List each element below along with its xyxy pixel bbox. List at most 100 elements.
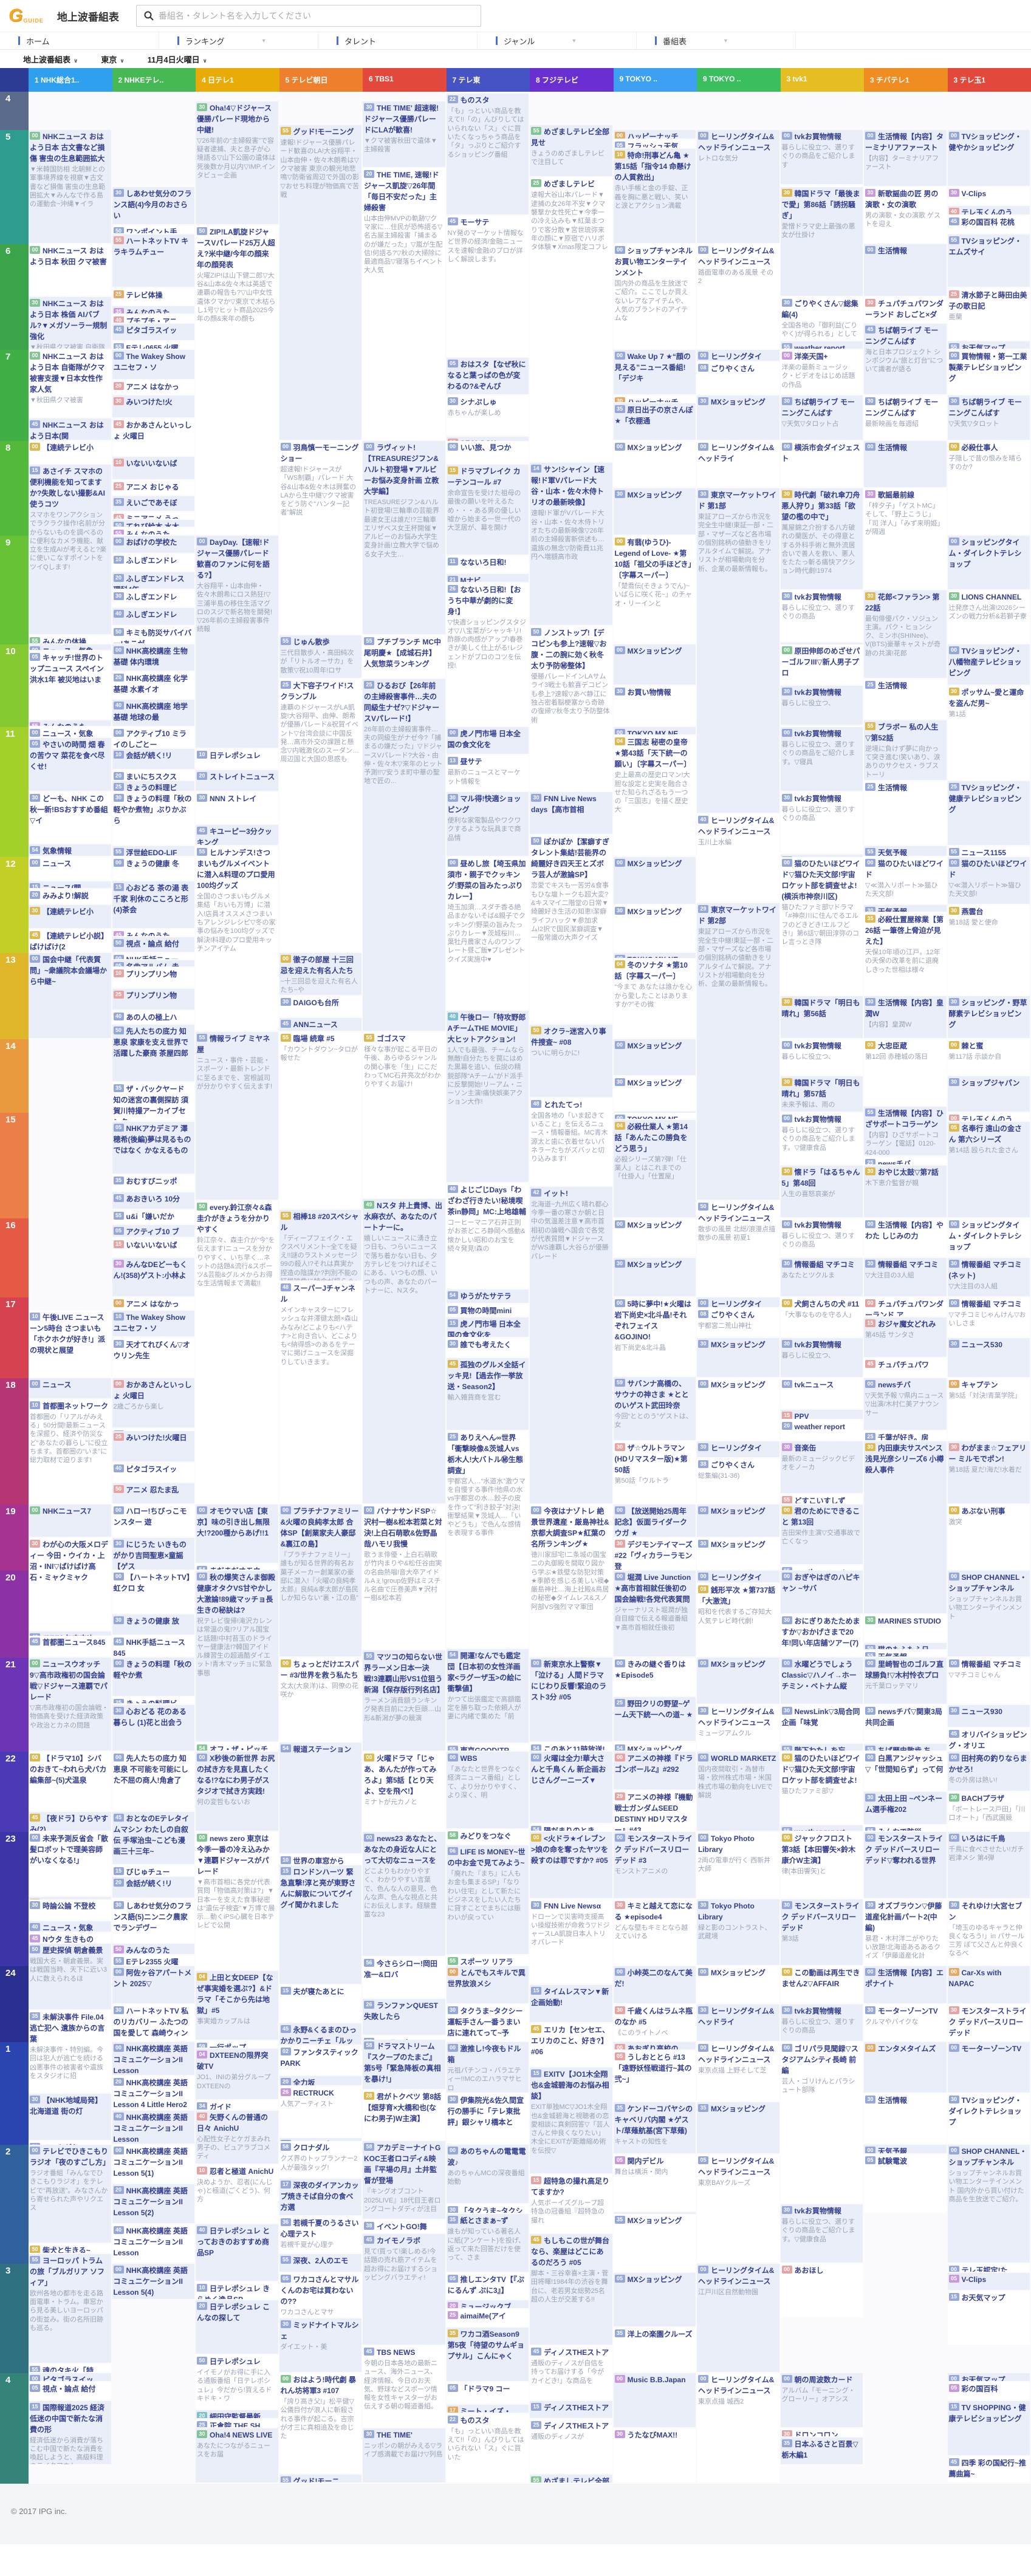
- program-cell[interactable]: 55 陛下わたしを忘: [780, 1744, 863, 1752]
- program-cell[interactable]: 30 ザ☆ウルトラマン(HDリマスター版)★第50話 第50話「ウルトラ: [613, 1441, 696, 1505]
- program-cell[interactable]: 25 ありえへん∞世界「衝撃映像&茨城人vs栃木人!大バトル㊙生態調査」 宇都宮人……: [446, 1430, 529, 1649]
- program-cell[interactable]: 29 東京マーケットワイド 第2部 東証アローズから市況を完全生中継!東証一部・二部…: [697, 903, 779, 1201]
- program-cell[interactable]: 50 ヒーリングタイム&ヘッドラインニュース 散歩の風景 北総/浪漫点描 散歩の風景…: [697, 1201, 779, 1297]
- program-cell[interactable]: 30 BACHプラザ 「ボートレース戸田」「川口オート」「西武園競: [947, 1792, 1030, 1832]
- program-cell[interactable]: 17 ミート・イズ・: [446, 2404, 529, 2414]
- program-cell[interactable]: 30 MARINES STUDIO: [864, 1614, 947, 1644]
- program-cell[interactable]: 30 ニュース930: [947, 1704, 1030, 1729]
- program-cell[interactable]: 00 あぶない刑事 激突: [947, 1505, 1030, 1571]
- program-cell[interactable]: 00 ショッピングタイム・ダイレクトテレショップ: [947, 536, 1030, 590]
- program-cell[interactable]: 00 MXショッピング: [697, 1505, 779, 1538]
- program-cell[interactable]: 30 内田康夫サスペンス 浅見光彦シリーズ6 小樽殺人事件: [864, 1441, 947, 1614]
- program-cell[interactable]: 10 ふしぎエンドレ: [112, 553, 194, 572]
- program-cell[interactable]: 20 ミュージックブ: [446, 2300, 529, 2309]
- channel-header-12[interactable]: 3 テレ玉1: [947, 68, 1031, 92]
- program-cell[interactable]: 00 きょうの料理「秋の軽やか煮: [112, 1658, 194, 1697]
- program-cell[interactable]: 00 Music B.B.Japan: [613, 2373, 696, 2428]
- program-cell[interactable]: 22 ものスタ 「も」っといい商品を教えて!!「の」んびりしてはいられない「ス」ぐに…: [446, 2413, 529, 2484]
- program-cell[interactable]: 00 テレ玉くんのう: [947, 1113, 1030, 1122]
- program-cell[interactable]: 05 アクティブ10 ブ: [112, 1225, 194, 1238]
- program-cell[interactable]: 30 燕雲台 第18話 愛と使命: [947, 905, 1030, 996]
- program-cell[interactable]: 45 エリカ【センセエ、エリカのこと、好き?】#06: [530, 2023, 612, 2068]
- program-cell[interactable]: 15 超特急の撮れ高足りてますか? 人気ボーイズグループ超特急の冠番組『超特急の撮れ: [530, 2175, 612, 2234]
- program-cell[interactable]: 45 ちば朝ライブ モーニングこんぱす 海と日本プロジェクト シンポジウム“旅と灯台…: [864, 323, 947, 395]
- program-cell[interactable]: 30 ドロンコロン: [780, 2428, 863, 2438]
- program-cell[interactable]: 00 <火ドラ★イレブン>娘の命を奪ったヤツを殺すのは罪ですか? #05: [530, 1832, 612, 1899]
- program-cell[interactable]: 00 情報番組 マチコミ ▽マチコミじゃん: [947, 1658, 1030, 1705]
- program-cell[interactable]: 55 みんなで防災~: [864, 1825, 947, 1832]
- program-cell[interactable]: 00 WBS 「あなたと世界をつなぐ経済ニュース番組」として、より分かりやすく、より…: [446, 1752, 529, 1830]
- program-cell[interactable]: 30 キミと越えて恋になる ★episode4 どんな壁もキミとなら越えていける: [613, 1899, 696, 1966]
- program-cell[interactable]: 30 TVショッピング・ダイレクトテレショップ: [947, 2093, 1030, 2145]
- program-cell[interactable]: 00 アニメの神様『ドラゴンボールZ』#292: [613, 1752, 696, 1791]
- program-cell[interactable]: 55 ハートネットTV キラキラムチュー: [112, 234, 194, 289]
- program-cell[interactable]: 55 めざましテレビ全部見せ きょうのめざましテレビで注目して: [530, 125, 612, 178]
- program-cell[interactable]: 00 news23 あなたと、あなたの身近な人にとって大切なニュースを どこよりもわ…: [363, 1832, 445, 1958]
- program-cell[interactable]: 30 心おどる 花のある暮らし (1)花と出会う: [112, 1704, 194, 1752]
- program-cell[interactable]: 30 韓国ドラマ「明日も晴れ」第56話: [780, 996, 863, 1039]
- program-cell[interactable]: 00 MXショッピング: [613, 857, 696, 905]
- program-cell[interactable]: 20 NHK高校講座 英語コミュニケーションII Lesson 5(2): [112, 2184, 194, 2224]
- program-cell[interactable]: 17 深夜のダイアンカップ焼きそば自分の食べ方選: [279, 2178, 361, 2216]
- program-cell[interactable]: 58 アカデミーナイトG KOC王者ロコディ&映画『平場の月』土井監督が登場 『キン…: [363, 2141, 445, 2221]
- program-cell[interactable]: 02 ファンタスティックPARK: [279, 2045, 361, 2077]
- program-cell[interactable]: 00 NHKニュース おはよう日本 古文書など損傷 害虫の生息範囲拡大 ▼米韓国防相…: [29, 130, 111, 244]
- program-cell[interactable]: 50 every.鈴江奈々&森圭介がきょうを分かりやすく 鈴江奈々、森圭介が“今”を…: [196, 1201, 278, 1505]
- program-cell[interactable]: 26 なないろ日和!【おうち中華が劇的に変身!】 ▽快適ショッピングスタジオ▽八宝菜…: [446, 583, 529, 727]
- program-cell[interactable]: 05 買物の時間mini: [446, 1304, 529, 1318]
- program-cell[interactable]: 00 アニメ はなかっ: [112, 1297, 194, 1311]
- program-cell[interactable]: 30 ミッドナイトマルシェ ダイエット・美: [279, 2318, 361, 2373]
- program-cell[interactable]: 30 FNN Live Newsα ドローンで災害時支援高い操縦技術が命救う▽ドジャ…: [530, 1899, 612, 1986]
- program-cell[interactable]: 00 ヒーリングタイ: [697, 350, 779, 362]
- program-cell[interactable]: 15 PPV: [780, 1410, 863, 1421]
- program-cell[interactable]: 30 Oha!4 NEWS LIVE あなたにつながるニュースをお届: [196, 2428, 278, 2484]
- program-cell[interactable]: 15 おジャ魔女どれみ 第45話 サンタさ: [864, 1317, 947, 1358]
- channel-header-10[interactable]: 3 tvk1: [780, 68, 864, 92]
- program-cell[interactable]: 30 ヒーリングタイム&ヘッドライ: [697, 2004, 779, 2042]
- program-cell[interactable]: 30 モンスターストライク デッドバースリローデッド 第3話: [780, 1899, 863, 1966]
- program-cell[interactable]: 35 紙とさまぁ~ず 誰もが知っている著名人に紙(アンケート)を投げ、返って来た回答…: [446, 2214, 529, 2273]
- program-cell[interactable]: 55 生活情報【内容】ひざサポートコラーゲン 【内容】ひざサポートコラーゲン【電話】…: [864, 1106, 947, 1157]
- program-cell[interactable]: 00 Wake Up 7 ★“顔の見える”ニュース番組!「デジキ: [613, 350, 696, 395]
- program-cell[interactable]: 00 キャプテン 第5話「対決!青葉学院」: [947, 1378, 1030, 1441]
- program-cell[interactable]: 30 THE TIME' 超速報!ドジャース優勝パレードにLAが歓喜! ▼クマ被害秋…: [363, 101, 445, 168]
- program-cell[interactable]: 00 君のためにできること 第13回 吉田栄作主演▽交通事故で亡くなっ: [780, 1505, 863, 1565]
- program-cell[interactable]: 20 THE TIME, 速報!ドジャース凱旋▽26年間「毎日不安だった」主婦殺害…: [363, 168, 445, 441]
- program-cell[interactable]: 06 LIFE IS MONEY~世の中お金で見てみよう~ 「廃れた『まち』に人もお…: [446, 1845, 529, 1955]
- program-cell[interactable]: 25 きょうの料理ビ: [112, 1696, 194, 1705]
- program-cell[interactable]: 00 ヒーリングタイム&ヘッドライ: [697, 441, 779, 488]
- program-cell[interactable]: 55 みんなのうた: [29, 720, 111, 727]
- program-cell[interactable]: 11 なないろ日和!: [446, 555, 529, 574]
- program-cell[interactable]: 49 Nスタ 井上貴博、出水麻衣が、あなたのパートナーに。 嬉しいニュースに湧き立つ…: [363, 1199, 445, 1505]
- program-cell[interactable]: 05 おはスタ【なぜ秋になると葉っぱの色が変わるの?&ぞんび: [446, 357, 529, 395]
- program-cell[interactable]: 30 MXショッピング: [613, 905, 696, 953]
- program-cell[interactable]: 30 情報番組 マチコミ ▽大注目の3人組: [864, 1258, 947, 1297]
- program-cell[interactable]: 45 ミニアニメ うっ: [112, 512, 194, 520]
- nav-item-5[interactable]: 番組表 ▼: [637, 32, 796, 49]
- program-cell[interactable]: 00 あおほし: [780, 2264, 863, 2318]
- program-cell[interactable]: 00 この動画は再生できません2▽AFFAIR: [780, 1966, 863, 2004]
- program-cell[interactable]: 35 えいごであそぼ: [112, 496, 194, 512]
- program-cell[interactable]: 30 tvkお買物情報 暮らしに役立つ、選りすぐりの商品をご紹介します。▽健康食品: [780, 2204, 863, 2264]
- program-cell[interactable]: 00 MXショッピング: [613, 1218, 696, 1258]
- program-cell[interactable]: 10 日テレポシュレ: [196, 748, 278, 771]
- program-cell[interactable]: 48 スーパーJチャンネル メインキャスターにフレッシュな井澤健太朗×森山みなみ!ど…: [279, 1282, 361, 1505]
- program-cell[interactable]: 48 とれたてっ! 全国各地の「いま起きていること」を伝えるニュース・情報番組。MC…: [530, 1098, 612, 1187]
- program-cell[interactable]: 35 みんなのうた: [112, 306, 194, 315]
- program-cell[interactable]: 30 tvkお買物情報 暮らしに役立つ、選りすぐりの商品: [780, 590, 863, 643]
- program-cell[interactable]: 45 【連続テレビ小説】ばけばけ(2: [29, 929, 111, 953]
- program-cell[interactable]: 40 ピタゴラスイッ: [112, 1462, 194, 1484]
- program-cell[interactable]: 30 わがまま☆フェアリー ミルモでポン! 第18話 夏だ!海だ!水着だ: [947, 1441, 1030, 1505]
- program-cell[interactable]: 20 細田守監督最新: [196, 2410, 278, 2419]
- program-cell[interactable]: 00 ショップチャンネル お買い物エンターテインメント 国内外の商品を生放送でご紹介…: [613, 244, 696, 350]
- program-cell[interactable]: 45 モーサテ NY発のマーケット情報など世界の経済/金融ニュースを速報!金融のプロ…: [446, 216, 529, 358]
- program-cell[interactable]: 00 ヒーリングタイム&ヘッドラインニュース 東京点描 上野そして芝: [697, 2042, 779, 2102]
- program-cell[interactable]: 15 夫が寝たあとに: [279, 1985, 361, 2023]
- program-cell[interactable]: 25 生活情報: [864, 678, 947, 720]
- program-cell[interactable]: 45 チュパチュパワ: [864, 1358, 947, 1378]
- program-cell[interactable]: 00 生活情報: [864, 244, 947, 297]
- program-cell[interactable]: 30 ハッピーナッチ: [613, 395, 696, 403]
- program-cell[interactable]: 30 きょうの健康 放: [112, 1614, 194, 1636]
- program-cell[interactable]: 09 銭形平次 ★第737話「大激流」 昭和を代表するご存知大人気テレビ時代劇!: [697, 1584, 779, 1658]
